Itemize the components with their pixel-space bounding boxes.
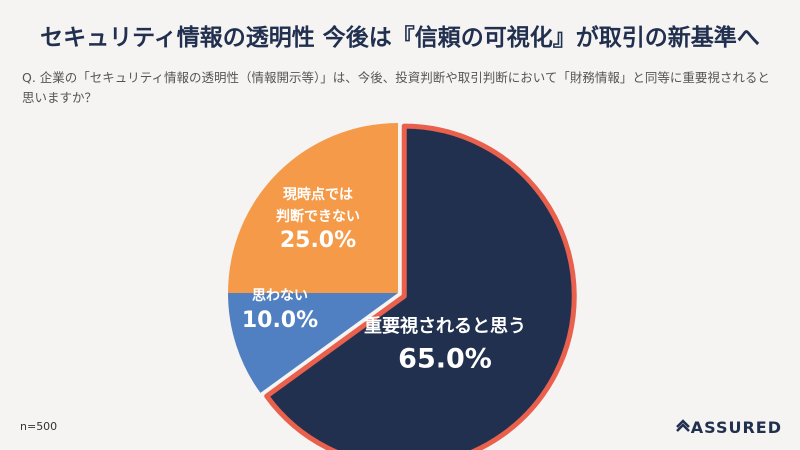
question: Q. 企業の「セキュリティ情報の透明性（情報開示等）」は、今後、投資判断や取引判…	[22, 70, 770, 105]
slice-label: 思わない	[252, 288, 308, 304]
slice-label: 重要視されると思う	[364, 315, 526, 337]
slice-label: 現時点では判断できない	[276, 186, 360, 225]
logo-icon	[675, 419, 690, 432]
brand-name: ASSURED	[690, 418, 782, 437]
pie-slice	[264, 123, 577, 450]
chart-title: セキュリティ情報の透明性 今後は『信頼の可視化』が取引の新基準へ	[40, 25, 760, 51]
sample-size: n=500	[20, 420, 58, 433]
pie-slice	[228, 123, 398, 293]
value-label: 10.0%	[242, 308, 318, 333]
value-label: 25.0%	[280, 228, 356, 253]
pie-slice	[228, 293, 398, 393]
brand-logo: ASSURED	[675, 418, 782, 437]
value-label: 65.0%	[398, 344, 492, 375]
